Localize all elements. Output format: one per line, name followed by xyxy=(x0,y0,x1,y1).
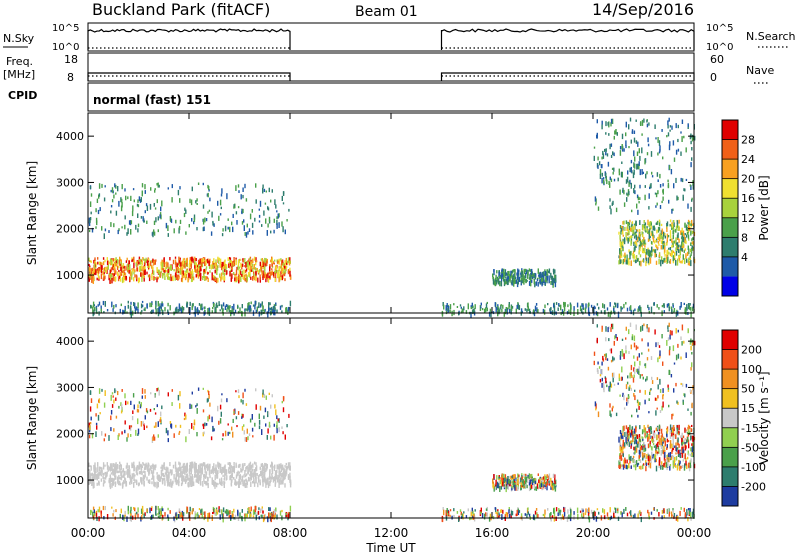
freq-box xyxy=(87,52,695,82)
power-data xyxy=(88,117,696,318)
power-ylabel: Slant Range [km] xyxy=(25,161,39,265)
time-axis-label: Time UT xyxy=(365,541,416,554)
nsearch-tick-top: 10^5 xyxy=(706,23,733,34)
velocity-ylabel: Slant Range [km] xyxy=(25,366,39,470)
freq-tick-bottom: 8 xyxy=(67,71,74,84)
svg-text:4000: 4000 xyxy=(56,130,84,143)
cpid-box xyxy=(87,82,695,112)
velocity-colorbar-label: Velocity [m s⁻¹] xyxy=(757,371,771,464)
nsky-tick-top: 10^5 xyxy=(52,23,79,34)
nsearch-tick-bottom: 10^0 xyxy=(706,42,733,53)
nsearch-label: N.Search xyxy=(746,30,796,43)
nsky-trace xyxy=(87,28,695,50)
nave-tick-bottom: 0 xyxy=(710,71,717,84)
nsky-box xyxy=(87,22,695,52)
station-title: Buckland Park (fitACF) xyxy=(92,0,270,19)
svg-text:2000: 2000 xyxy=(56,223,84,236)
cpid-label: CPID xyxy=(8,89,37,102)
power-yaxis: 1000 2000 3000 4000 xyxy=(56,130,694,282)
nsky-label: N.Sky xyxy=(3,32,35,45)
velocity-data xyxy=(88,322,696,523)
power-colorbar-label: Power [dB] xyxy=(757,175,771,240)
freq-trace xyxy=(87,72,695,81)
nave-tick-top: 60 xyxy=(710,53,724,66)
time-axis: 00:00 04:00 08:00 12:00 16:00 20:00 00:00 xyxy=(71,113,711,540)
svg-text:1000: 1000 xyxy=(56,269,84,282)
power-panel-frame xyxy=(87,112,695,314)
nsky-tick-bottom: 10^0 xyxy=(52,42,79,53)
freq-tick-top: 18 xyxy=(64,53,78,66)
date-title: 14/Sep/2016 xyxy=(592,0,694,19)
nave-label: Nave xyxy=(746,64,774,77)
velocity-panel-frame xyxy=(87,317,695,519)
freq-unit: [MHz] xyxy=(3,68,35,81)
cpid-text: normal (fast) 151 xyxy=(93,93,211,107)
beam-title: Beam 01 xyxy=(355,4,418,20)
svg-text:3000: 3000 xyxy=(56,176,84,189)
freq-label: Freq. xyxy=(6,55,33,68)
